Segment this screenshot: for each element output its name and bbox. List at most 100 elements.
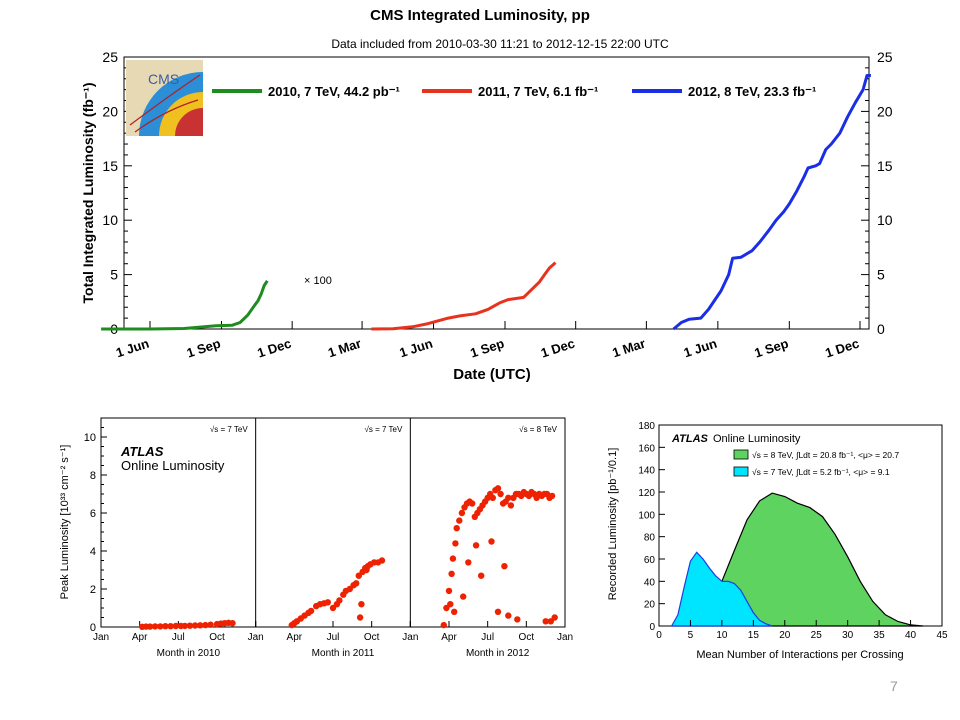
cms-ytick-label-left: 15 xyxy=(102,158,118,174)
peak-data-point xyxy=(548,492,556,500)
cms-xtick-label: 1 Jun xyxy=(114,336,151,361)
pileup-xtick-label: 35 xyxy=(874,630,886,641)
peak-data-point xyxy=(489,494,496,501)
peak-data-point xyxy=(514,616,521,623)
cms-chart: CMS Integrated Luminosity, pp Data inclu… xyxy=(80,7,893,383)
peak-data-point xyxy=(191,622,199,629)
pileup-xtick-label: 5 xyxy=(688,630,694,641)
peak-data-point xyxy=(478,572,485,579)
peak-data-point xyxy=(440,621,447,629)
pileup-ytick-label: 180 xyxy=(638,421,655,432)
pileup-ytick-label: 60 xyxy=(644,555,656,566)
cms-ytick-label-right: 20 xyxy=(877,103,893,119)
peak-data-point xyxy=(542,618,549,625)
pileup-ytick-label: 80 xyxy=(644,533,656,544)
peak-month-label: Jan xyxy=(402,632,418,643)
cms-legend-label-2010: 2010, 7 TeV, 44.2 pb⁻¹ xyxy=(268,84,400,99)
peak-data-point xyxy=(465,559,472,566)
cms-series-line-2010 xyxy=(101,280,269,331)
peak-data-point xyxy=(363,566,370,574)
cms-legend-label-2011: 2011, 7 TeV, 6.1 fb⁻¹ xyxy=(478,84,598,99)
peak-data-point xyxy=(488,538,495,545)
peak-month-label: Oct xyxy=(209,632,225,643)
cms-xtick-label: 1 Mar xyxy=(610,336,647,361)
peak-data-point xyxy=(202,621,209,629)
peak-data-point xyxy=(494,485,502,492)
pileup-legend-label-8tev: √s = 8 TeV, ∫Ldt = 20.8 fb⁻¹, <μ> = 20.7 xyxy=(752,450,899,460)
peak-ytick-label: 10 xyxy=(84,432,96,444)
cms-plot-frame xyxy=(123,56,870,330)
atlas-pileup-experiment-label: ATLAS xyxy=(671,433,709,445)
peak-panel-xlabel: Month in 2012 xyxy=(466,648,530,659)
peak-data-point xyxy=(162,623,169,630)
cms-xtick-label: 1 Sep xyxy=(185,336,223,361)
peak-panel-xlabel: Month in 2011 xyxy=(312,648,375,659)
peak-panel-energy: √s = 8 TeV xyxy=(519,425,557,434)
cms-legend-label-2012: 2012, 8 TeV, 23.3 fb⁻¹ xyxy=(688,84,816,99)
slide-page-number: 7 xyxy=(890,678,898,694)
peak-data-point xyxy=(336,597,343,604)
atlas-peak-caption: Online Luminosity xyxy=(121,458,225,473)
peak-ytick-label: 4 xyxy=(90,546,96,558)
cms-xtick-label: 1 Sep xyxy=(468,336,506,361)
peak-ytick-label: 6 xyxy=(90,508,96,520)
cms-xtick-label: 1 Jun xyxy=(682,336,719,361)
peak-month-label: Oct xyxy=(519,632,535,643)
cms-logo-text: CMS xyxy=(148,71,179,87)
cms-ytick-label-left: 5 xyxy=(110,267,118,283)
cms-logo: CMS xyxy=(126,60,203,136)
peak-data-point xyxy=(157,623,164,630)
cms-x-axis: 1 Jun 1 Sep 1 Dec 1 Mar 1 Jun 1 Sep 1 Dec 1 Mar… xyxy=(114,321,861,361)
pileup-ytick-label: 160 xyxy=(638,443,655,454)
atlas-peak-y-axis: 0 2 4 6 8 10 xyxy=(84,427,107,634)
pileup-xtick-label: 45 xyxy=(936,630,948,641)
cms-xtick-label: 1 Mar xyxy=(326,336,363,361)
cms-chart-title: CMS Integrated Luminosity, pp xyxy=(370,7,590,24)
atlas-pileup-series-group xyxy=(670,492,924,627)
peak-month-label: Jan xyxy=(557,632,573,643)
cms-xtick-label: 1 Dec xyxy=(539,336,577,361)
pileup-area-7tev xyxy=(670,551,773,627)
pileup-ytick-label: 120 xyxy=(638,488,655,499)
peak-data-point xyxy=(505,494,512,501)
peak-data-point xyxy=(449,555,457,562)
atlas-peak-y-axis-label: Peak Luminosity [10³³ cm⁻² s⁻¹] xyxy=(59,445,71,600)
cms-legend: 2010, 7 TeV, 44.2 pb⁻¹ 2011, 7 TeV, 6.1 … xyxy=(212,84,816,99)
peak-data-point xyxy=(451,608,458,615)
peak-ytick-label: 8 xyxy=(90,470,96,482)
atlas-pileup-caption: Online Luminosity xyxy=(713,433,801,445)
peak-data-point xyxy=(453,525,460,532)
peak-data-point xyxy=(494,608,502,615)
peak-data-point xyxy=(229,620,236,627)
peak-data-point xyxy=(186,622,194,629)
atlas-peak-chart: 0 2 4 6 8 10 Jan Apr Jul Oct Month in 2010 √s = 7 … xyxy=(59,417,573,659)
cms-ytick-label-right: 5 xyxy=(877,267,885,283)
peak-data-point xyxy=(551,614,558,621)
peak-data-point xyxy=(505,612,512,619)
cms-ytick-label-left: 25 xyxy=(102,49,118,65)
pileup-xtick-label: 25 xyxy=(811,630,823,641)
peak-data-point xyxy=(151,623,159,630)
peak-data-point xyxy=(469,500,476,507)
cms-ytick-label-left: 10 xyxy=(102,212,118,228)
peak-data-point xyxy=(458,509,466,517)
peak-month-label: Jan xyxy=(248,632,264,643)
pileup-legend-swatch-7tev xyxy=(733,466,749,477)
pileup-ytick-label: 20 xyxy=(644,600,656,611)
cms-x-axis-label: Date (UTC) xyxy=(453,366,531,383)
cms-y-axis-label: Total Integrated Luminosity (fb⁻¹) xyxy=(80,82,96,303)
peak-data-point xyxy=(353,580,360,587)
peak-data-point xyxy=(445,587,453,595)
atlas-peak-experiment-label: ATLAS xyxy=(120,444,164,459)
cms-ytick-label-right: 15 xyxy=(877,158,893,174)
pileup-xtick-label: 40 xyxy=(905,630,917,641)
peak-data-point xyxy=(472,542,480,549)
peak-ytick-label: 2 xyxy=(90,584,96,596)
peak-month-label: Oct xyxy=(364,632,380,643)
peak-data-point xyxy=(497,490,504,498)
pileup-ytick-label: 100 xyxy=(638,510,655,521)
cms-series-line-2012 xyxy=(672,74,871,331)
peak-data-point xyxy=(460,593,467,600)
atlas-peak-panels: Jan Apr Jul Oct Month in 2010 √s = 7 TeV Jan Ap… xyxy=(93,418,573,659)
pileup-legend-label-7tev: √s = 7 TeV, ∫Ldt = 5.2 fb⁻¹, <μ> = 9.1 xyxy=(752,467,890,477)
